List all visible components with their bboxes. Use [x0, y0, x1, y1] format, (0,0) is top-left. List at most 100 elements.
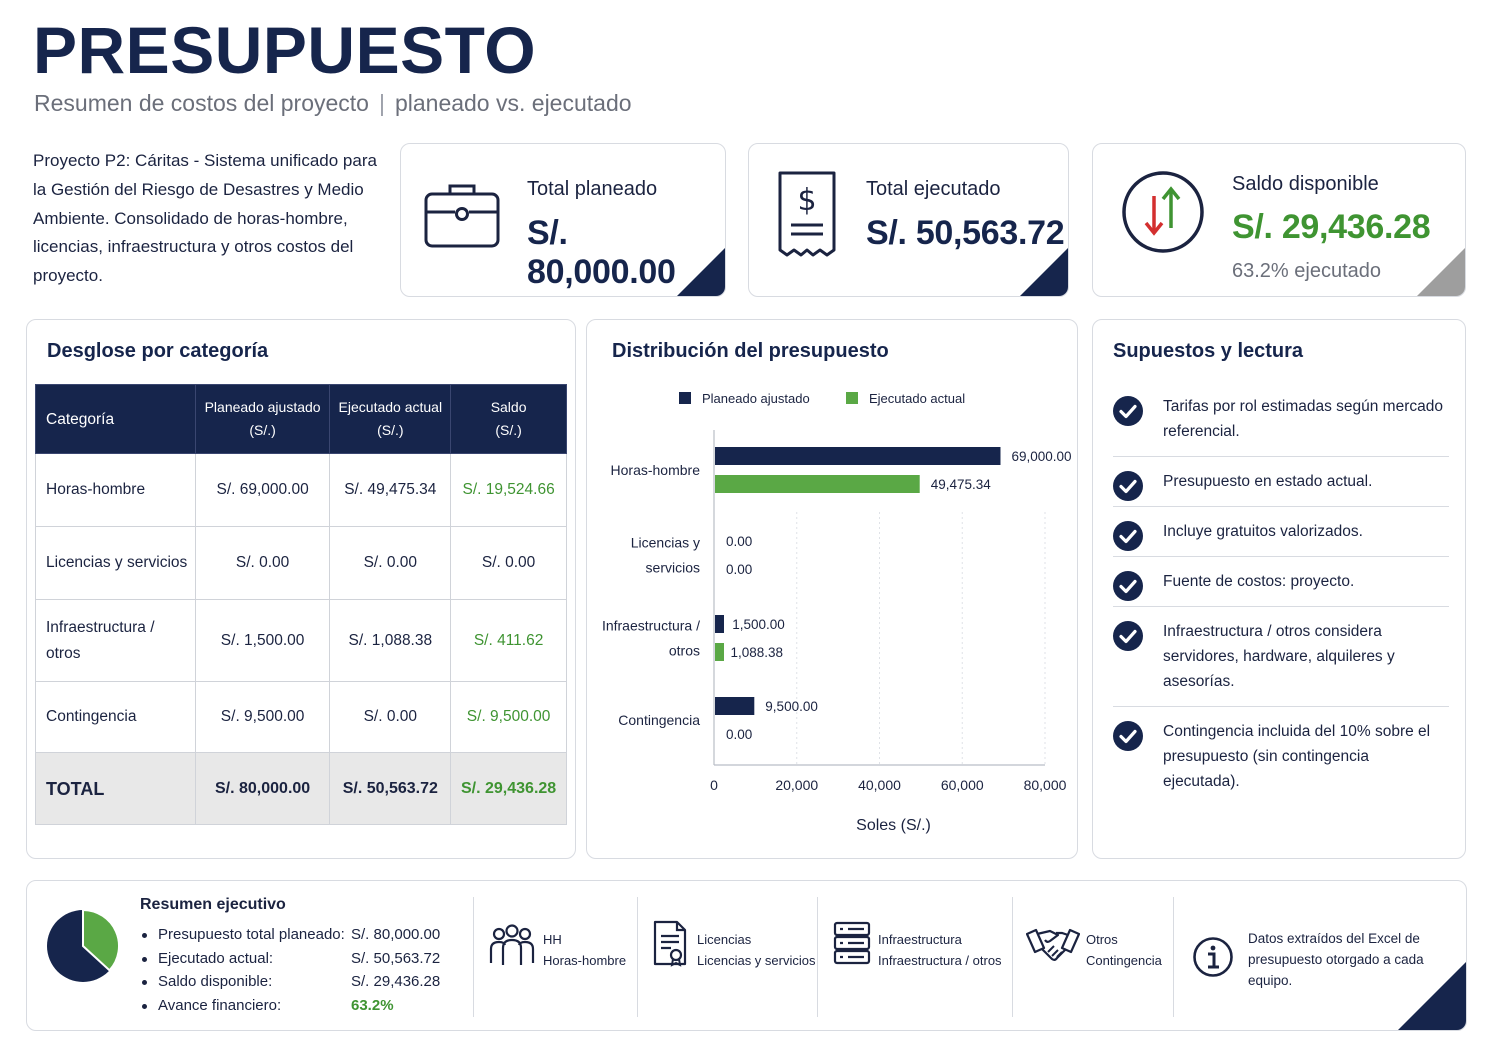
kpi-card-planned: Total planeado S/. 80,000.00 [400, 143, 726, 297]
cell-category: Contingencia [35, 681, 196, 753]
category-label: Infraestructura / [602, 618, 700, 634]
list-item: Fuente de costos: proyecto. [1113, 557, 1449, 607]
category-line1: Infraestructura / [46, 618, 155, 636]
executive-title: Resumen ejecutivo [140, 896, 286, 913]
total-label: TOTAL [35, 752, 196, 825]
data-label: 1,500.00 [732, 617, 785, 632]
project-intro: Proyecto P2: Cáritas - Sistema unificado… [33, 151, 377, 286]
header-balance: Saldo (S/.) [450, 384, 567, 454]
breakdown-title: Desglose por categoría [47, 340, 269, 362]
exec-label: Presupuesto total planeado: [158, 926, 345, 943]
breakdown-panel: Desglose por categoría Categoría Planead… [26, 319, 576, 859]
table-row: Contingencia S/. 9,500.00 S/. 0.00 S/. 9… [35, 681, 567, 753]
legend-label: Ejecutado actual [869, 391, 965, 406]
briefcase-icon [424, 184, 500, 248]
cell-executed: S/. 49,475.34 [329, 453, 452, 527]
page-title: PRESUPUESTO [33, 13, 537, 87]
exec-value: 63.2% [351, 996, 394, 1014]
cell-balance: S/. 411.62 [450, 599, 567, 682]
kpi-balance-label: Saldo disponible [1232, 173, 1379, 195]
kpi-executed-label: Total ejecutado [866, 178, 1001, 200]
data-label: 1,088.38 [731, 645, 784, 660]
divider [1012, 897, 1013, 1017]
list-item: Ejecutado actual: S/. 50,563.72 [140, 947, 440, 971]
budget-bar-chart: 0 20,000 40,000 60,000 80,000 Soles (S/.) Plan… [602, 391, 1072, 834]
category-line1: Licencias y servicios [46, 554, 188, 571]
cell-executed: S/. 0.00 [329, 526, 452, 600]
assumptions-title: Supuestos y lectura [1113, 340, 1304, 362]
list-item: Presupuesto en estado actual. [1113, 457, 1449, 507]
execution-pie-chart [47, 908, 120, 982]
table-total-row: TOTAL S/. 80,000.00 S/. 50,563.72 S/. 29… [35, 752, 567, 825]
kpi-corner-decoration [1020, 248, 1068, 296]
executive-list: Presupuesto total planeado: S/. 80,000.00… [140, 923, 440, 1018]
check-circle-icon [1113, 521, 1143, 551]
up-down-arrows-icon [1122, 171, 1204, 253]
subtitle-right: planeado vs. ejecutado [394, 90, 632, 116]
bar [715, 475, 920, 493]
divider [637, 897, 638, 1017]
list-item: Contingencia incluida del 10% sobre el p… [1113, 707, 1449, 806]
cell-planned: S/. 9,500.00 [194, 681, 331, 753]
license-document-icon [653, 920, 687, 967]
info-icon [1193, 937, 1233, 977]
legend-line1: Otros [1086, 932, 1118, 947]
distribution-panel: Distribución del presupuesto 0 20,000 40,0… [586, 319, 1078, 859]
legend-label: Planeado ajustado [702, 391, 810, 406]
bar [715, 447, 1001, 465]
list-item: Saldo disponible: S/. 29,436.28 [140, 970, 440, 994]
header-category: Categoría [35, 384, 196, 454]
kpi-card-balance: Saldo disponible S/. 29,436.28 63.2% eje… [1092, 143, 1466, 297]
category-label: Horas-hombre [611, 462, 701, 478]
exec-value: S/. 29,436.28 [351, 973, 441, 990]
divider [473, 897, 474, 1017]
data-label: 0.00 [726, 727, 752, 742]
legend-line2: Horas-hombre [543, 953, 627, 968]
x-axis-label: Soles (S/.) [856, 817, 931, 834]
page-subtitle: Resumen de costos del proyecto | planeado … [34, 90, 632, 117]
assumption-text: Contingencia incluida del 10% sobre el p… [1163, 723, 1431, 790]
assumption-text: Infraestructura / otros considera servid… [1163, 623, 1395, 690]
legend-swatch [846, 392, 858, 404]
x-tick-label: 20,000 [775, 777, 818, 793]
header-executed-line2: (S/.) [377, 422, 404, 438]
people-icon [489, 924, 535, 965]
kpi-executed-value: S/. 50,563.72 [866, 214, 1065, 252]
bottom-corner-decoration [1398, 962, 1466, 1030]
legend-line2: Licencias y servicios [697, 953, 816, 968]
svg-text:$: $ [797, 183, 816, 218]
header-executed-line1: Ejecutado actual [338, 399, 443, 415]
cell-balance: S/. 0.00 [450, 526, 567, 600]
bullet-icon [142, 1003, 147, 1009]
cell-category: Licencias y servicios [35, 526, 196, 600]
legend-line2: Infraestructura / otros [878, 953, 1002, 968]
exec-value: S/. 50,563.72 [351, 949, 441, 967]
cell-planned: S/. 0.00 [194, 526, 331, 600]
subtitle-left: Resumen de costos del proyecto [34, 90, 369, 116]
list-item: Tarifas por rol estimadas según mercado … [1113, 382, 1449, 457]
assumption-text: Fuente de costos: proyecto. [1163, 573, 1355, 590]
subtitle-separator: | [378, 90, 385, 116]
legend-line1: Licencias [697, 932, 752, 947]
receipt-icon: $ [778, 171, 836, 257]
x-tick-label: 40,000 [858, 777, 901, 793]
total-planned: S/. 80,000.00 [194, 752, 331, 825]
table-row: Licencias y servicios S/. 0.00 S/. 0.00 … [35, 526, 567, 600]
table-header-row: Categoría Planeado ajustado (S/.) Ejecuta… [35, 384, 567, 454]
total-balance: S/. 29,436.28 [450, 752, 567, 825]
list-item: Avance financiero: 63.2% [140, 994, 394, 1018]
exec-value: S/. 80,000.00 [351, 926, 441, 943]
cell-category: Horas-hombre [35, 453, 196, 527]
header-executed: Ejecutado actual (S/.) [329, 384, 452, 454]
header-balance-line2: (S/.) [495, 422, 522, 438]
check-circle-icon [1113, 721, 1143, 751]
category-label: servicios [646, 560, 700, 576]
check-circle-icon [1113, 571, 1143, 601]
divider [1173, 897, 1174, 1017]
legend-line2: Contingencia [1086, 953, 1162, 968]
exec-label: Avance financiero: [158, 996, 282, 1014]
chart-title: Distribución del presupuesto [612, 340, 889, 362]
table-row: Horas-hombre S/. 69,000.00 S/. 49,475.34… [35, 453, 567, 527]
assumptions-list: Tarifas por rol estimadas según mercado … [1113, 382, 1449, 806]
category-line2: otros [46, 644, 81, 662]
